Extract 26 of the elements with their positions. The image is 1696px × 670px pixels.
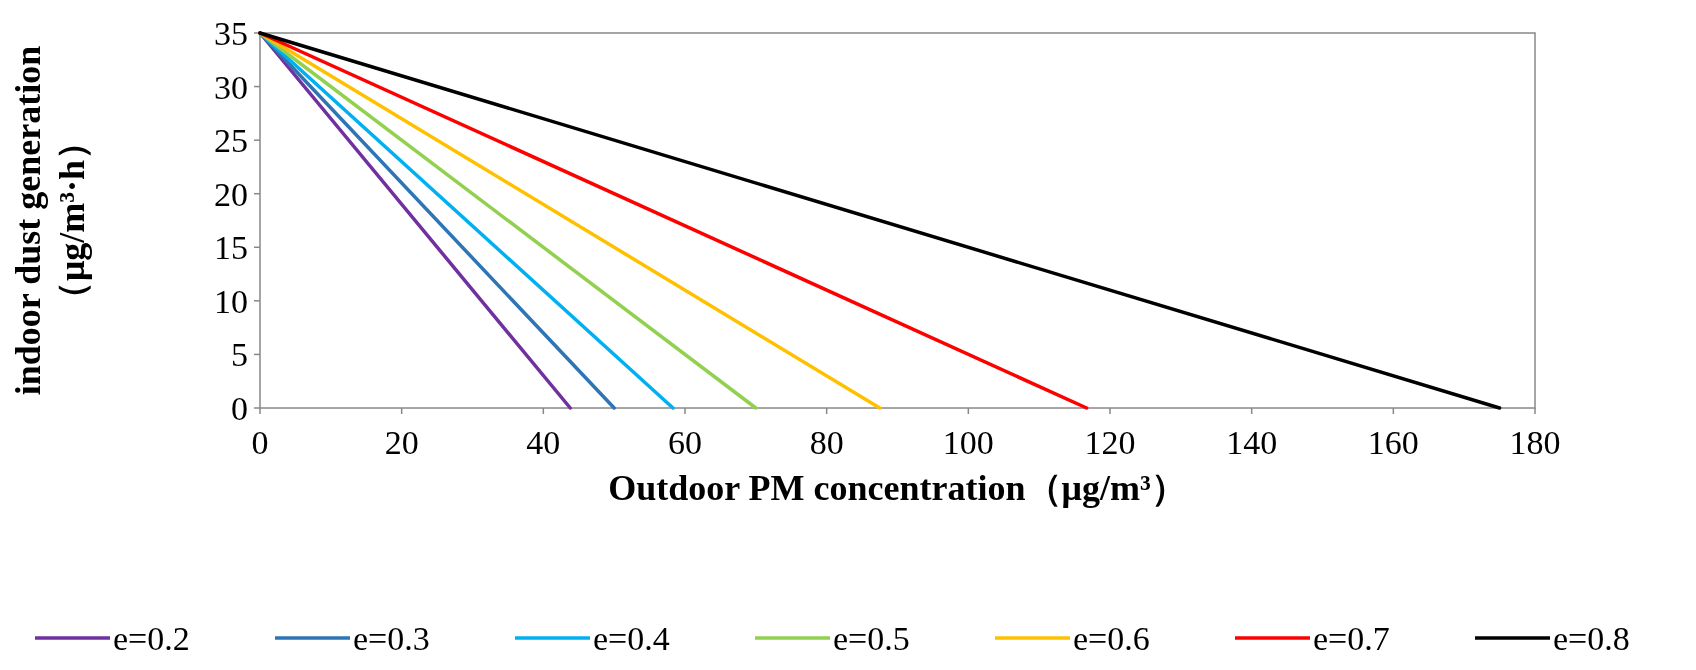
legend-label: e=0.2 (113, 620, 190, 657)
x-tick-label: 180 (1509, 424, 1561, 461)
y-axis-title: indoor dust generation （μg/m³·h） (8, 45, 92, 396)
y-tick-label: 5 (231, 336, 248, 374)
legend-label: e=0.6 (1073, 620, 1150, 657)
x-tick-label: 160 (1367, 424, 1419, 461)
x-tick-label: 40 (526, 424, 561, 461)
legend-label: e=0.7 (1313, 620, 1390, 657)
legend-label: e=0.5 (833, 620, 910, 657)
y-tick-label: 10 (214, 282, 248, 320)
y-tick-label: 35 (214, 15, 248, 52)
legend-label: e=0.3 (353, 620, 430, 657)
legend-label: e=0.8 (1553, 620, 1630, 657)
y-tick-label: 15 (214, 229, 248, 267)
x-axis-title: Outdoor PM concentration（μg/m³） (608, 468, 1187, 508)
x-tick-label: 20 (384, 424, 419, 461)
y-tick-label: 20 (214, 175, 248, 213)
y-tick-label: 30 (214, 68, 248, 106)
x-tick-label: 60 (668, 424, 702, 461)
y-tick-label: 0 (231, 390, 248, 427)
x-tick-label: 140 (1226, 424, 1278, 461)
x-tick-label: 80 (809, 424, 844, 461)
x-tick-label: 100 (942, 424, 994, 461)
y-tick-label: 25 (214, 122, 248, 160)
legend-label: e=0.4 (593, 620, 670, 657)
x-tick-label: 120 (1084, 424, 1136, 461)
